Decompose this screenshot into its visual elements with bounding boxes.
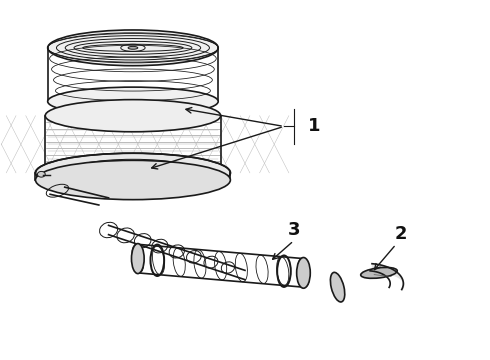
Text: 2: 2 — [394, 225, 407, 243]
Text: 1: 1 — [308, 117, 321, 135]
Ellipse shape — [45, 100, 220, 132]
Ellipse shape — [35, 160, 230, 200]
Ellipse shape — [48, 30, 218, 66]
Ellipse shape — [296, 257, 310, 288]
Ellipse shape — [48, 87, 218, 116]
Ellipse shape — [35, 153, 230, 193]
Ellipse shape — [37, 171, 45, 177]
Ellipse shape — [131, 244, 144, 274]
Ellipse shape — [45, 157, 220, 189]
Ellipse shape — [361, 267, 397, 278]
Ellipse shape — [128, 46, 138, 49]
Text: 3: 3 — [288, 221, 300, 239]
Ellipse shape — [330, 273, 345, 302]
